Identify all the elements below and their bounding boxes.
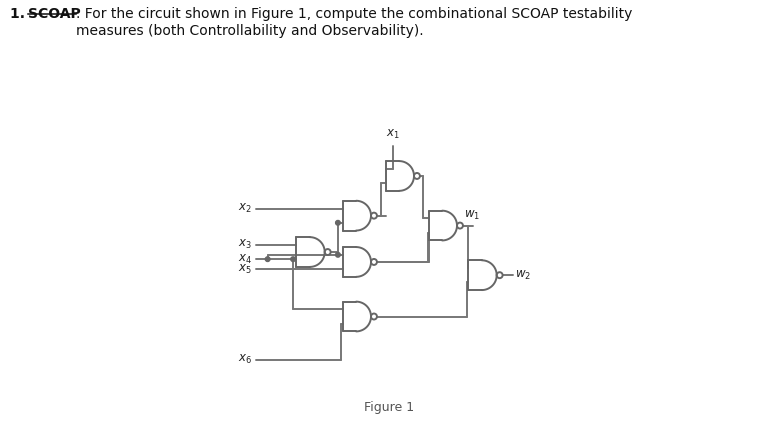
Text: $x_3$: $x_3$ (238, 238, 252, 251)
Text: $x_6$: $x_6$ (238, 353, 252, 366)
Circle shape (291, 257, 296, 262)
Circle shape (335, 220, 340, 225)
Text: SCOAP: SCOAP (28, 8, 81, 22)
Text: 1.: 1. (10, 8, 30, 22)
Circle shape (335, 252, 340, 257)
Text: $w_1$: $w_1$ (464, 209, 480, 222)
Text: $x_5$: $x_5$ (238, 262, 252, 276)
Text: $x_1$: $x_1$ (386, 128, 400, 141)
Text: $w_2$: $w_2$ (514, 269, 531, 282)
Text: Figure 1: Figure 1 (364, 401, 414, 414)
Text: $x_2$: $x_2$ (238, 202, 252, 215)
Text: . For the circuit shown in Figure 1, compute the combinational SCOAP testability: . For the circuit shown in Figure 1, com… (76, 8, 633, 38)
Circle shape (265, 257, 270, 262)
Text: $x_4$: $x_4$ (238, 253, 252, 266)
